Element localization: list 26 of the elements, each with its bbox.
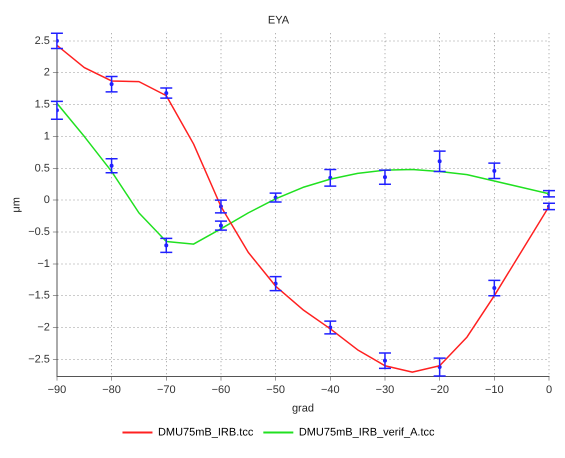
y-tick-label: 2.5 bbox=[34, 34, 50, 47]
legend-label: DMU75mB_IRB.tcc bbox=[158, 426, 254, 439]
x-tick-label: −90 bbox=[48, 384, 66, 396]
y-tick-label: 0 bbox=[44, 194, 50, 206]
y-tick-label: 1 bbox=[44, 130, 50, 142]
chart-title: EYA bbox=[268, 14, 290, 27]
y-tick-label: −1 bbox=[37, 258, 50, 270]
y-tick-label: 0.5 bbox=[34, 162, 50, 174]
y-tick-label: 2 bbox=[44, 66, 50, 79]
y-tick-label: −0.5 bbox=[28, 226, 50, 238]
x-tick-label: −80 bbox=[102, 384, 121, 396]
x-tick-label: −40 bbox=[320, 384, 340, 396]
x-tick-label: −60 bbox=[212, 384, 230, 396]
x-tick-label: −20 bbox=[430, 384, 449, 396]
y-tick-label: −2.5 bbox=[28, 353, 50, 366]
x-tick-label: −70 bbox=[156, 384, 176, 396]
x-tick-label: −10 bbox=[484, 384, 504, 396]
legend-label: DMU75mB_IRB_verif_A.tcc bbox=[298, 426, 436, 439]
x-axis-title: grad bbox=[292, 402, 314, 414]
y-tick-label: −2 bbox=[37, 322, 50, 334]
x-tick-label: −50 bbox=[266, 384, 285, 396]
y-axis-title: μm bbox=[10, 197, 23, 213]
y-tick-label: −1.5 bbox=[28, 290, 50, 302]
x-tick-label: 0 bbox=[546, 384, 552, 396]
y-tick-label: 1.5 bbox=[34, 98, 50, 111]
x-tick-label: −30 bbox=[376, 384, 394, 396]
